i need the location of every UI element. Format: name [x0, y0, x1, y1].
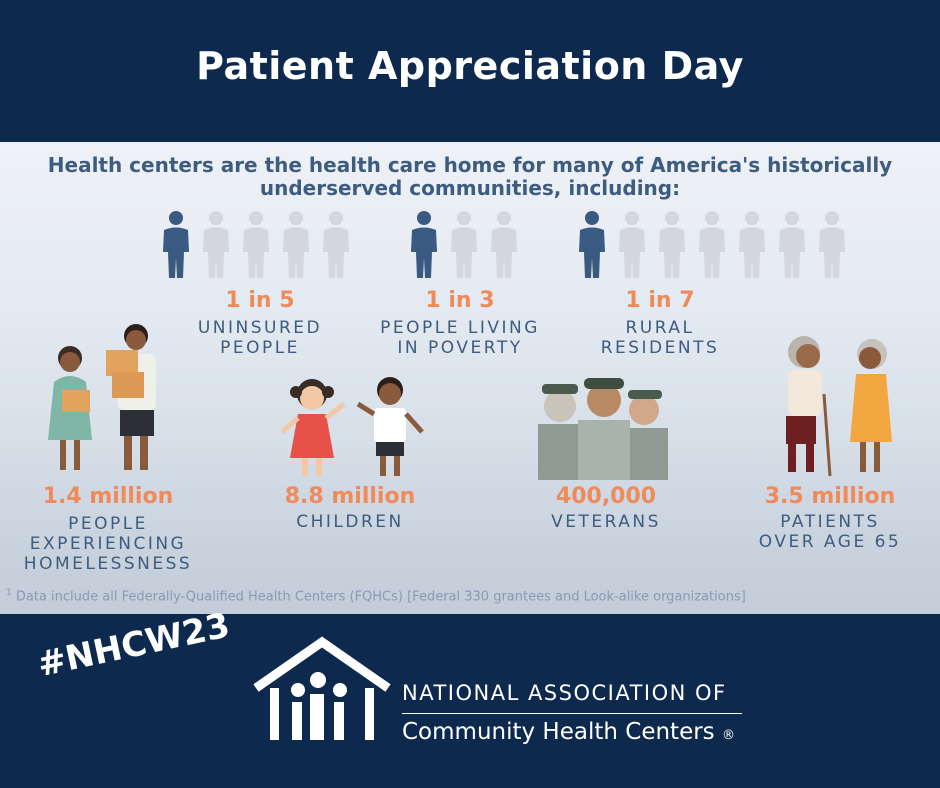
person-icon: [203, 211, 229, 278]
page-title: Patient Appreciation Day: [196, 44, 744, 88]
stat-label-veterans: VETERANS: [551, 512, 661, 532]
org-name-line2-text: Community Health Centers: [402, 719, 715, 745]
org-divider: [402, 713, 742, 714]
header-banner: Patient Appreciation Day: [0, 0, 940, 142]
person-icon: [819, 211, 845, 278]
stat-value-poverty: 1 in 3: [425, 288, 495, 313]
people-row-uninsured: [156, 210, 356, 280]
person-icon: [739, 211, 765, 278]
nachc-house-logo-icon: [253, 636, 391, 740]
person-icon: [491, 211, 517, 278]
person-icon: [579, 211, 605, 278]
person-icon: [619, 211, 645, 278]
stat-label-seniors: PATIENTS OVER AGE 65: [758, 512, 902, 552]
footnote: 1 Data include all Federally-Qualified H…: [6, 588, 936, 604]
stat-label-homeless: PEOPLE EXPERIENCING HOMELESSNESS: [23, 514, 193, 574]
intro-text: Health centers are the health care home …: [47, 153, 893, 200]
person-icon: [243, 211, 269, 278]
people-row-rural: [572, 210, 852, 280]
stat-value-uninsured: 1 in 5: [225, 288, 295, 313]
stat-value-seniors: 3.5 million: [764, 484, 896, 509]
people-icons: [411, 211, 517, 278]
registered-mark: ®: [721, 728, 735, 743]
people-icons: [163, 211, 349, 278]
footnote-marker: 1: [6, 588, 12, 598]
family-with-boxes-illustration: [48, 324, 156, 470]
stat-label-uninsured: UNINSURED PEOPLE: [197, 318, 323, 358]
stat-label-children: CHILDREN: [296, 512, 404, 532]
seniors-illustration: [786, 336, 892, 477]
person-icon: [323, 211, 349, 278]
stat-value-rural: 1 in 7: [625, 288, 695, 313]
org-name-line2: Community Health Centers ®: [402, 719, 735, 745]
stat-value-homeless: 1.4 million: [42, 484, 174, 509]
people-icons: [579, 211, 845, 278]
stat-value-veterans: 400,000: [555, 484, 657, 509]
veterans-illustration: [538, 378, 668, 480]
stat-label-poverty: PEOPLE LIVING IN POVERTY: [380, 318, 540, 358]
org-name-line1: NATIONAL ASSOCIATION OF: [402, 681, 727, 705]
person-icon: [451, 211, 477, 278]
person-icon: [411, 211, 437, 278]
people-row-poverty: [404, 210, 524, 280]
footnote-text: Data include all Federally-Qualified Hea…: [15, 589, 746, 605]
infographic-panel: Health centers are the health care home …: [0, 142, 940, 614]
person-icon: [283, 211, 309, 278]
stat-label-rural: RURAL RESIDENTS: [600, 318, 720, 358]
children-illustration: [280, 377, 424, 476]
person-icon: [779, 211, 805, 278]
person-icon: [163, 211, 189, 278]
person-icon: [659, 211, 685, 278]
person-icon: [699, 211, 725, 278]
stat-value-children: 8.8 million: [284, 484, 416, 509]
footer-banner: [0, 614, 940, 788]
